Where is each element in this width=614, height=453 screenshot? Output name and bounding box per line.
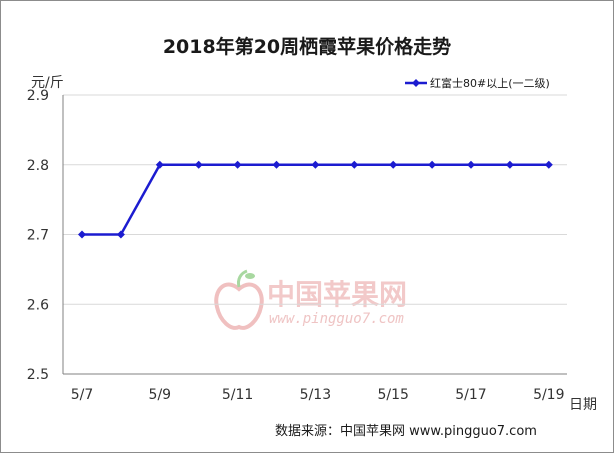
data-point-marker [428, 160, 437, 169]
x-tick-label: 5/11 [222, 387, 253, 403]
data-point-marker [155, 160, 164, 169]
x-tick-label: 5/7 [71, 387, 94, 403]
y-tick-label: 2.8 [27, 158, 49, 174]
y-tick-label: 2.5 [27, 367, 49, 383]
watermark: 中国苹果网 www.pingguo7.com [214, 269, 407, 330]
data-point-marker [311, 160, 320, 169]
x-tick-labels: 5/7 5/9 5/11 5/13 5/15 5/17 5/19 [71, 387, 565, 403]
legend-marker-icon [412, 79, 420, 87]
data-point-marker [194, 160, 203, 169]
y-tick-label: 2.9 [27, 88, 49, 104]
y-axis-unit: 元/斤 [31, 75, 64, 91]
legend-label: 红富士80#以上(一二级) [430, 76, 550, 90]
x-tick-label: 5/17 [455, 387, 486, 403]
data-point-marker [78, 230, 86, 239]
y-tick-label: 2.6 [27, 297, 49, 313]
chart-title: 2018年第20周栖霞苹果价格走势 [163, 35, 451, 58]
watermark-url: www.pingguo7.com [269, 311, 404, 327]
apple-logo-icon [214, 269, 264, 330]
data-point-marker [233, 160, 242, 169]
x-tick-label: 5/9 [149, 387, 172, 403]
series-layer [78, 160, 553, 239]
x-tick-label: 5/15 [377, 387, 408, 403]
data-point-marker [389, 160, 398, 169]
data-source: 数据来源：中国苹果网 www.pingguo7.com [275, 424, 537, 439]
y-tick-labels: 2.5 2.6 2.7 2.8 2.9 [27, 88, 49, 383]
legend: 红富士80#以上(一二级) [405, 76, 550, 90]
data-point-marker [272, 160, 281, 169]
data-point-marker [116, 230, 125, 239]
data-point-marker [350, 160, 359, 169]
axis-layer [62, 95, 567, 375]
x-tick-label: 5/13 [300, 387, 331, 403]
x-tick-label: 5/19 [533, 387, 564, 403]
watermark-name: 中国苹果网 [267, 278, 407, 311]
grid-layer [63, 94, 567, 305]
series-line [82, 163, 549, 236]
data-point-marker [544, 160, 553, 169]
data-point-marker [467, 160, 475, 169]
x-axis-label: 日期 [569, 397, 597, 413]
y-tick-label: 2.7 [27, 228, 49, 244]
data-point-marker [505, 160, 514, 169]
